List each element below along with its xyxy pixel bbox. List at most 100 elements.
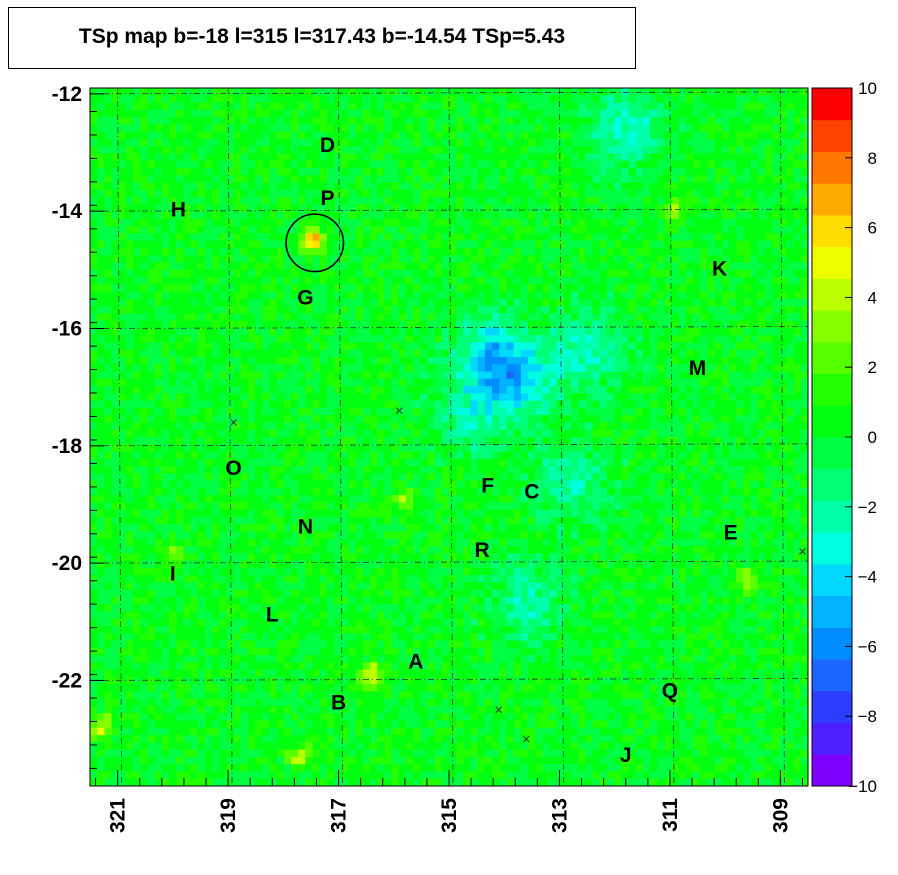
heatmap-cell — [377, 357, 385, 365]
heatmap-cell — [334, 226, 342, 235]
heatmap-cell — [492, 364, 500, 373]
heatmap-cell — [729, 109, 737, 118]
heatmap-cell — [642, 95, 651, 104]
heatmap-cell — [729, 429, 737, 438]
heatmap-cell — [247, 197, 256, 205]
heatmap-cell — [729, 335, 737, 344]
heatmap-cell — [664, 102, 673, 111]
heatmap-cell — [786, 95, 795, 104]
heatmap-cell — [484, 429, 493, 438]
heatmap-cell — [276, 247, 285, 256]
heatmap-cell — [391, 320, 400, 329]
heatmap-cell — [757, 102, 766, 111]
heatmap-cell — [255, 386, 263, 394]
heatmap-cell — [341, 95, 350, 104]
heatmap-cell — [168, 233, 177, 242]
heatmap-cell — [384, 182, 393, 191]
heatmap-cell — [535, 386, 543, 394]
heatmap-cell — [240, 444, 249, 453]
heatmap-cell — [506, 204, 515, 213]
heatmap-cell — [147, 117, 156, 125]
heatmap-cell — [456, 386, 464, 394]
heatmap-cell — [477, 153, 486, 162]
heatmap-cell — [334, 88, 342, 96]
heatmap-cell — [492, 284, 500, 293]
heatmap-cell — [736, 153, 744, 162]
heatmap-cell — [764, 429, 773, 438]
heatmap-cell — [800, 291, 808, 300]
heatmap-cell — [492, 313, 500, 322]
heatmap-cell — [592, 95, 601, 104]
heatmap-cell — [291, 327, 299, 336]
heatmap-cell — [484, 378, 493, 387]
heatmap-cell — [240, 335, 249, 344]
heatmap-cell — [592, 415, 601, 424]
heatmap-cell — [111, 306, 120, 314]
heatmap-cell — [312, 298, 321, 307]
heatmap-cell — [513, 298, 522, 307]
heatmap-cell — [800, 342, 808, 351]
heatmap-cell — [441, 320, 450, 329]
heatmap-cell — [391, 197, 400, 205]
heatmap-cell — [477, 415, 486, 424]
heatmap-cell — [463, 313, 472, 322]
heatmap-cell — [434, 95, 443, 104]
heatmap-cell — [707, 306, 716, 314]
heatmap-cell — [671, 313, 680, 322]
heatmap-cell — [140, 218, 149, 227]
heatmap-cell — [714, 95, 723, 104]
heatmap-cell — [700, 393, 709, 402]
heatmap-cell — [197, 386, 206, 394]
heatmap-cell — [606, 167, 615, 176]
heatmap-cell — [434, 175, 443, 184]
heatmap-cell — [772, 197, 780, 205]
heatmap-cell — [269, 313, 278, 322]
heatmap-cell — [283, 211, 292, 220]
heatmap-cell — [657, 109, 665, 118]
heatmap-cell — [334, 153, 342, 162]
heatmap-cell — [348, 349, 357, 358]
heatmap-cell — [786, 349, 795, 358]
heatmap-cell — [772, 371, 780, 380]
heatmap-cell — [721, 320, 730, 329]
heatmap-cell — [384, 269, 393, 278]
heatmap-cell — [685, 349, 694, 358]
heatmap-cell — [291, 88, 299, 96]
heatmap-cell — [219, 335, 228, 344]
heatmap-cell — [97, 400, 105, 409]
heatmap-cell — [370, 131, 378, 140]
heatmap-cell — [283, 167, 292, 176]
heatmap-cell — [377, 298, 385, 307]
heatmap-cell — [449, 218, 457, 227]
heatmap-cell — [729, 240, 737, 249]
heatmap-cell — [405, 153, 414, 162]
heatmap-cell — [262, 291, 271, 300]
heatmap-cell — [563, 284, 572, 293]
heatmap-cell — [477, 364, 486, 373]
heatmap-cell — [786, 429, 795, 438]
heatmap-cell — [606, 88, 615, 96]
heatmap-cell — [370, 117, 378, 125]
heatmap-cell — [355, 371, 364, 380]
heatmap-cell — [291, 109, 299, 118]
heatmap-cell — [305, 240, 314, 249]
heatmap-cell — [441, 117, 450, 125]
heatmap-cell — [341, 88, 350, 96]
heatmap-cell — [125, 226, 134, 235]
heatmap-cell — [542, 298, 551, 307]
heatmap-cell — [420, 95, 429, 104]
heatmap-cell — [470, 342, 479, 351]
heatmap-cell — [276, 204, 285, 213]
heatmap-cell — [685, 240, 694, 249]
heatmap-cell — [326, 342, 335, 351]
heatmap-cell — [283, 349, 292, 358]
heatmap-cell — [355, 102, 364, 111]
heatmap-cell — [305, 342, 314, 351]
heatmap-cell — [111, 211, 120, 220]
heatmap-cell — [693, 429, 701, 438]
heatmap-cell — [492, 327, 500, 336]
heatmap-cell — [183, 291, 192, 300]
heatmap-cell — [97, 269, 105, 278]
heatmap-cell — [678, 429, 687, 438]
heatmap-cell — [513, 255, 522, 264]
